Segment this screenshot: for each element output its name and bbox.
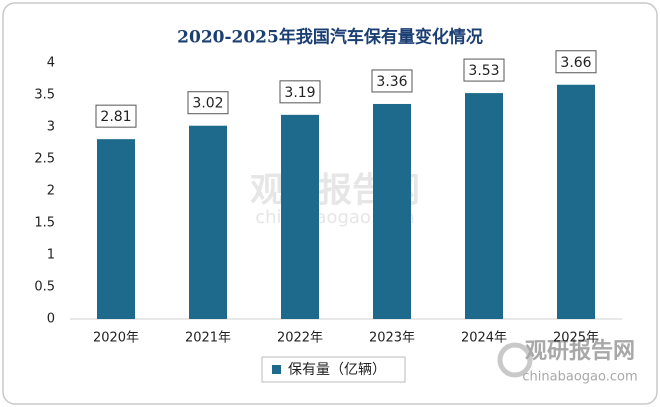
x-tick-label: 2020年 [93,331,139,346]
y-tick-label: 0.5 [34,280,55,295]
x-tick-label: 2021年 [185,331,231,346]
legend-swatch [272,365,281,374]
value-label: 3.36 [376,74,407,90]
bar [97,139,135,319]
y-tick-label: 2.5 [34,152,55,167]
y-tick-label: 1 [47,248,55,263]
value-label: 3.66 [560,55,591,71]
legend-label: 保有量（亿辆） [288,362,386,378]
bar [281,114,319,319]
bar [189,125,227,319]
y-tick-label: 2 [47,184,55,199]
y-tick-label: 1.5 [34,216,55,231]
bar [465,93,503,319]
value-label-box [555,50,597,74]
x-tick-label: 2023年 [369,331,415,346]
bar [557,84,595,319]
value-label: 3.02 [192,96,223,112]
value-label-box [187,91,229,115]
value-label: 3.53 [468,63,499,79]
x-tick-label: 2025年 [553,331,599,346]
x-tick-label: 2022年 [277,331,323,346]
logo-name: 观研报告网 [525,339,635,364]
logo-icon [497,342,533,378]
legend-box [261,356,406,383]
y-tick-label: 3 [47,120,55,135]
y-tick-label: 4 [47,56,55,71]
chart-title: 2020-2025年我国汽车保有量变化情况 [177,27,483,48]
x-tick-label: 2024年 [461,331,507,346]
value-label-box [95,104,137,128]
bar [373,103,411,320]
value-label: 3.19 [284,85,315,101]
value-label-box [463,58,505,82]
y-tick-label: 3.5 [34,88,55,103]
value-label: 2.81 [100,109,131,125]
value-label-box [371,69,413,93]
logo-url: chinabaogao.com [522,370,637,385]
y-tick-label: 0 [47,312,55,327]
value-label-box [279,80,321,104]
